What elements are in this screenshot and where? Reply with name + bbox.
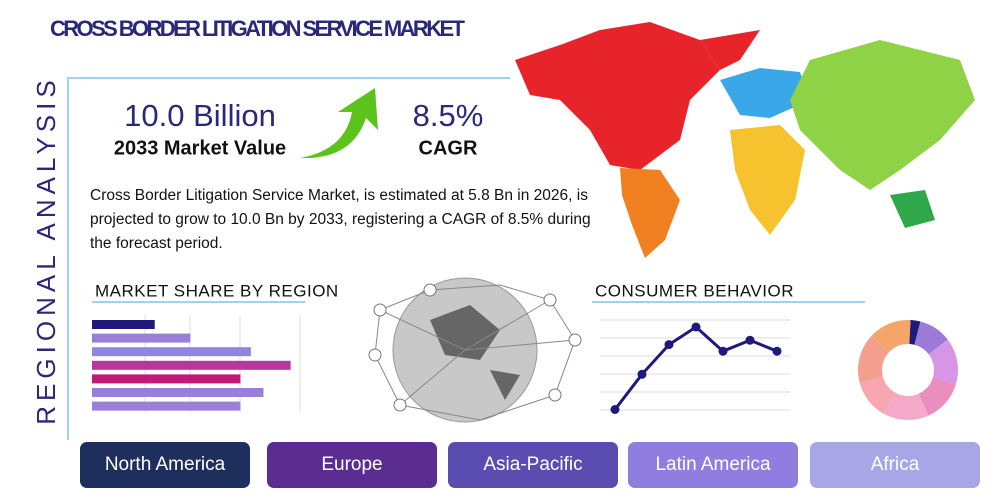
line-grid [600,319,790,411]
donut-slice [909,320,921,345]
region-button[interactable]: Latin America [628,442,798,488]
bar [92,320,155,329]
donut-slice [859,376,896,414]
stat-label: 2033 Market Value [114,137,286,159]
frame [67,77,510,440]
point [664,340,674,350]
region-button[interactable]: Europe [267,442,437,488]
page-title: CROSS BORDER LITIGATION SERVICE MARKET [50,16,466,41]
point [745,335,755,345]
point [691,322,701,332]
bar [92,388,264,397]
section-title: MARKET SHARE BY REGION [95,281,339,300]
point [718,346,728,356]
bar [92,360,291,370]
growth-arrow [300,88,378,159]
region-button[interactable]: North America [80,442,250,488]
point [610,405,620,414]
stat-label: CAGR [419,137,478,159]
side-label: REGIONAL ANALYSIS [31,75,61,424]
stat-value: 10.0 Billion [124,98,276,133]
bar [92,347,251,357]
donut-slice [857,335,890,383]
donut-slice [883,392,929,420]
region-button[interactable]: Africa [810,442,980,488]
donut-slice [928,339,959,385]
donut-slice [918,377,956,416]
network-globe [368,277,582,423]
bar [92,401,241,411]
point [772,346,782,356]
bar [92,374,241,384]
description: Cross Border Litigation Service Market, … [90,187,591,252]
world-map [515,22,975,258]
point [637,369,647,379]
donut-slice [871,319,911,353]
bar [92,333,191,343]
section-title: CONSUMER BEHAVIOR [595,281,794,300]
stat-value: 8.5% [413,98,484,133]
region-button[interactable]: Asia-Pacific [448,442,618,488]
donut-slice [914,321,948,355]
